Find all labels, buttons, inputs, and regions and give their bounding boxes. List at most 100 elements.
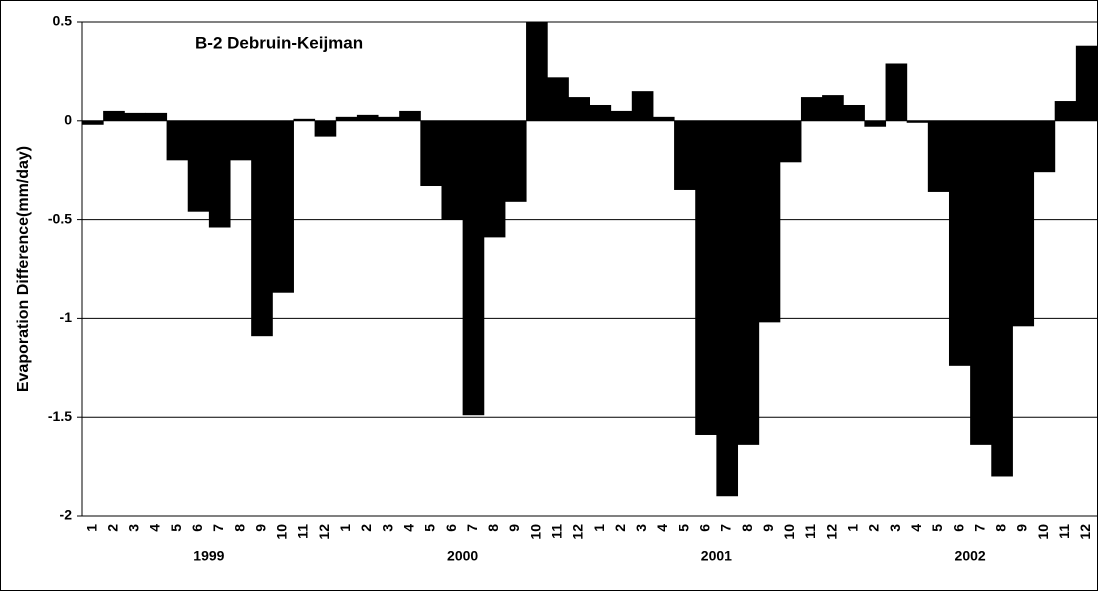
bar bbox=[166, 120, 189, 161]
x-tick-label: 12 bbox=[570, 524, 586, 540]
x-tick-label: 3 bbox=[379, 524, 395, 532]
bar bbox=[462, 120, 485, 416]
bar bbox=[631, 91, 654, 121]
x-tick-label: 6 bbox=[697, 524, 713, 532]
x-tick-label: 6 bbox=[950, 524, 966, 532]
x-tick-label: 6 bbox=[189, 524, 205, 532]
bar bbox=[293, 118, 316, 121]
bar bbox=[674, 120, 696, 190]
bar bbox=[948, 120, 971, 366]
year-label: 2002 bbox=[955, 548, 986, 564]
x-tick-label: 4 bbox=[908, 524, 924, 532]
bar bbox=[589, 104, 612, 121]
bar bbox=[82, 120, 104, 125]
bar bbox=[906, 120, 929, 123]
x-tick-label: 1 bbox=[845, 524, 861, 532]
bar bbox=[885, 63, 908, 121]
bar bbox=[399, 110, 421, 121]
y-tick-label: -1 bbox=[60, 309, 73, 325]
bar bbox=[420, 120, 442, 187]
x-tick-label: 9 bbox=[506, 524, 522, 532]
bar bbox=[230, 120, 252, 161]
x-tick-label: 5 bbox=[168, 524, 184, 532]
x-tick-label: 9 bbox=[1014, 524, 1030, 532]
x-tick-label: 3 bbox=[887, 524, 903, 532]
bar bbox=[716, 120, 739, 497]
x-tick-label: 12 bbox=[316, 524, 332, 540]
bar bbox=[822, 95, 844, 121]
x-tick-label: 8 bbox=[739, 524, 755, 532]
bar bbox=[124, 112, 146, 121]
y-axis-title: Evaporation Difference(mm/day) bbox=[15, 146, 32, 392]
x-tick-label: 9 bbox=[252, 524, 268, 532]
y-tick-label: 0 bbox=[64, 112, 72, 128]
x-tick-label: 7 bbox=[464, 524, 480, 532]
bar bbox=[356, 114, 379, 121]
bar bbox=[991, 120, 1013, 477]
x-tick-label: 8 bbox=[993, 524, 1009, 532]
bar bbox=[610, 110, 633, 121]
bar bbox=[695, 120, 717, 435]
bar bbox=[1012, 120, 1035, 327]
x-tick-label: 8 bbox=[231, 524, 247, 532]
bar bbox=[314, 120, 337, 137]
x-tick-label: 3 bbox=[633, 524, 649, 532]
chart-title: B-2 Debruin-Keijman bbox=[195, 33, 363, 52]
x-tick-label: 12 bbox=[1077, 524, 1093, 540]
year-label: 2000 bbox=[447, 548, 478, 564]
bar bbox=[208, 120, 231, 228]
y-tick-label: 0.5 bbox=[53, 13, 73, 29]
year-label: 2001 bbox=[701, 548, 732, 564]
x-tick-label: 10 bbox=[1035, 524, 1051, 540]
bar bbox=[335, 116, 358, 121]
bar bbox=[779, 120, 802, 163]
bar bbox=[378, 116, 400, 121]
bar bbox=[737, 120, 760, 445]
bar bbox=[800, 97, 823, 121]
bar bbox=[1075, 45, 1098, 121]
x-tick-label: 11 bbox=[548, 524, 564, 539]
x-tick-label: 7 bbox=[718, 524, 734, 532]
bar bbox=[251, 120, 273, 337]
x-tick-label: 8 bbox=[485, 524, 501, 532]
x-tick-label: 5 bbox=[422, 524, 438, 532]
x-tick-label: 7 bbox=[210, 524, 226, 532]
bar bbox=[103, 110, 125, 121]
x-tick-label: 2 bbox=[104, 524, 120, 532]
y-tick-label: -0.5 bbox=[48, 210, 72, 226]
bar bbox=[864, 120, 887, 127]
bar bbox=[272, 120, 294, 293]
bar bbox=[547, 77, 569, 121]
x-tick-label: 10 bbox=[527, 524, 543, 540]
bar bbox=[1033, 120, 1056, 173]
x-tick-label: 10 bbox=[274, 524, 290, 540]
x-tick-label: 4 bbox=[654, 524, 670, 532]
bar bbox=[927, 120, 950, 192]
x-tick-label: 7 bbox=[971, 524, 987, 532]
x-tick-label: 2 bbox=[358, 524, 374, 532]
bar bbox=[568, 97, 590, 121]
x-tick-label: 5 bbox=[675, 524, 691, 532]
x-tick-label: 11 bbox=[295, 524, 311, 539]
bar bbox=[441, 120, 464, 220]
x-tick-label: 11 bbox=[802, 524, 818, 539]
x-tick-label: 1 bbox=[83, 524, 99, 532]
bar bbox=[1054, 101, 1077, 121]
x-tick-label: 10 bbox=[781, 524, 797, 540]
bar bbox=[483, 120, 506, 238]
bar bbox=[187, 120, 210, 212]
bar bbox=[145, 112, 168, 121]
x-tick-label: 11 bbox=[1056, 524, 1072, 539]
x-tick-label: 6 bbox=[443, 524, 459, 532]
x-tick-label: 12 bbox=[823, 524, 839, 540]
bar bbox=[526, 22, 548, 121]
bar bbox=[970, 120, 992, 445]
x-tick-label: 2 bbox=[866, 524, 882, 532]
bar bbox=[843, 104, 865, 121]
bar bbox=[758, 120, 781, 323]
x-tick-label: 3 bbox=[126, 524, 142, 532]
x-tick-label: 4 bbox=[147, 524, 163, 532]
